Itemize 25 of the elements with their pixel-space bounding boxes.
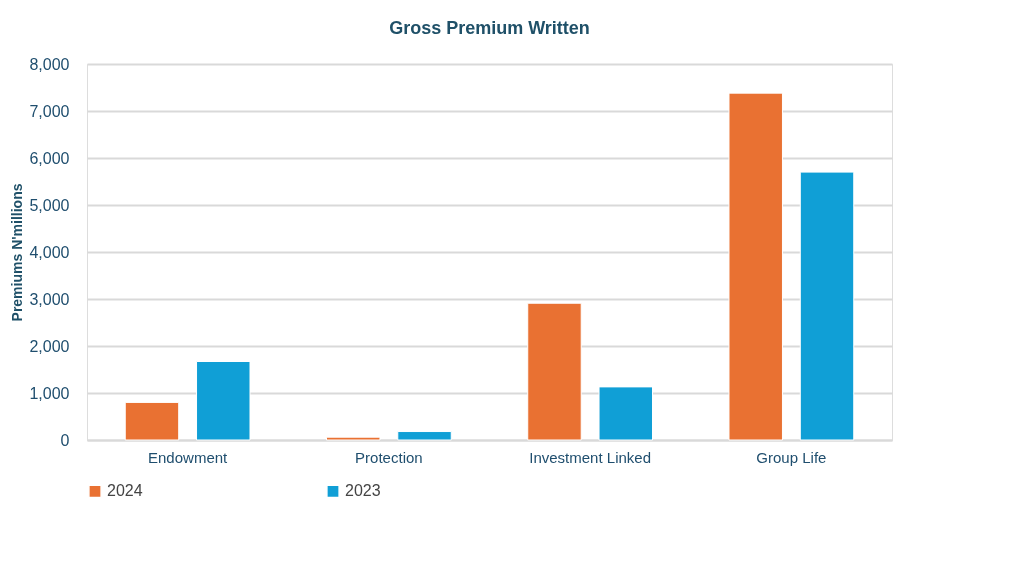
- legend-label: 2023: [345, 482, 381, 500]
- bar: [196, 361, 251, 441]
- y-tick-label: 4,000: [29, 243, 70, 261]
- y-tick-label: 5,000: [29, 196, 70, 214]
- bar: [527, 302, 582, 441]
- y-axis-title: Premiums N'millions: [9, 183, 26, 322]
- y-tick-label: 6,000: [29, 149, 70, 167]
- x-tick-label: Endowment: [148, 448, 229, 466]
- chart-title: Gross Premium Written: [389, 18, 590, 38]
- bar: [728, 92, 783, 441]
- x-tick-label: Investment Linked: [529, 448, 651, 466]
- y-tick-label: 2,000: [29, 337, 70, 355]
- bar: [598, 386, 654, 441]
- legend-label: 2024: [107, 482, 143, 500]
- x-tick-label: Protection: [355, 448, 423, 466]
- y-tick-label: 7,000: [29, 102, 70, 120]
- bar: [799, 171, 855, 441]
- bar: [124, 401, 180, 441]
- bar: [325, 436, 381, 441]
- y-tick-label: 8,000: [29, 55, 70, 73]
- bar: [397, 431, 452, 441]
- y-tick-label: 3,000: [29, 290, 70, 308]
- y-tick-label: 0: [60, 431, 70, 449]
- y-tick-label: 1,000: [29, 384, 70, 402]
- x-tick-label: Group Life: [756, 448, 827, 466]
